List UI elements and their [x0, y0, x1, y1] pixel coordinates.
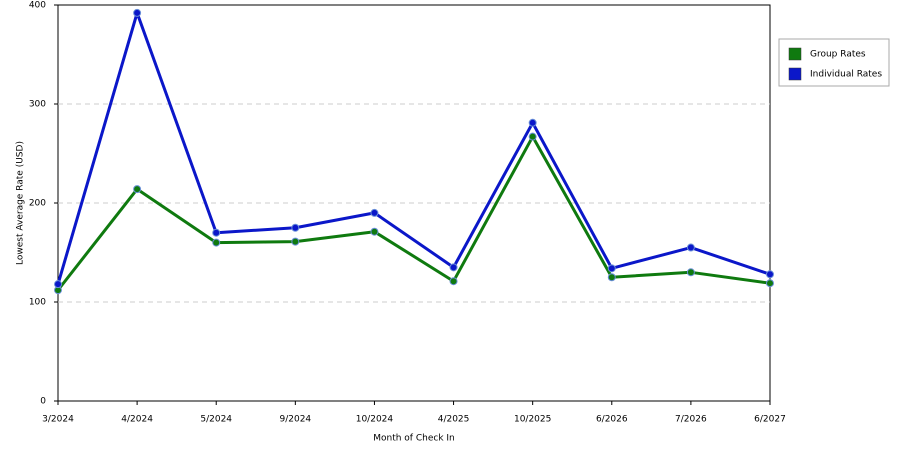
data-point — [370, 227, 379, 236]
data-point — [133, 185, 142, 194]
data-point — [607, 273, 616, 282]
data-point — [449, 263, 458, 272]
data-point — [291, 223, 300, 232]
data-point — [686, 268, 695, 277]
data-point — [370, 208, 379, 217]
y-tick-label: 200 — [29, 199, 46, 209]
y-tick-label: 300 — [29, 100, 46, 110]
legend-swatch — [788, 47, 802, 61]
x-tick-label: 9/2024 — [279, 415, 311, 425]
x-tick-label: 3/2024 — [42, 415, 74, 425]
data-point — [54, 280, 62, 289]
legend-swatch — [788, 67, 802, 81]
data-point — [766, 279, 774, 288]
x-tick-label: 10/2024 — [356, 415, 394, 425]
x-tick-label: 6/2027 — [754, 415, 786, 425]
x-tick-label: 10/2025 — [514, 415, 551, 425]
data-point — [449, 277, 458, 286]
series-line — [56, 135, 771, 292]
legend-label: Individual Rates — [810, 70, 882, 80]
data-point — [212, 228, 221, 237]
y-tick-label: 100 — [29, 298, 46, 308]
x-tick-label: 5/2024 — [200, 415, 232, 425]
x-tick-label: 4/2024 — [121, 415, 153, 425]
data-point — [528, 132, 537, 141]
legend-box — [778, 38, 890, 87]
data-point — [766, 270, 774, 279]
y-tick-label: 400 — [29, 1, 46, 11]
data-point — [133, 8, 142, 17]
data-point — [607, 264, 616, 273]
x-axis-label: Month of Check In — [373, 434, 455, 444]
data-point — [686, 243, 695, 252]
x-tick-label: 4/2025 — [438, 415, 470, 425]
y-tick-label: 0 — [40, 397, 46, 407]
x-tick-label: 6/2026 — [596, 415, 628, 425]
data-point — [528, 118, 537, 127]
y-axis-label: Lowest Average Rate (USD) — [16, 141, 26, 265]
data-point — [291, 237, 300, 246]
data-point — [212, 238, 221, 247]
x-tick-label: 7/2026 — [675, 415, 707, 425]
series-line — [56, 11, 771, 285]
legend-label: Group Rates — [810, 50, 866, 60]
